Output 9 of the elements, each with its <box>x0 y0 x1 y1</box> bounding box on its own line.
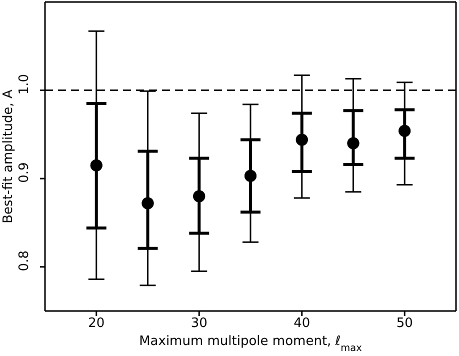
y-axis-title: Best-fit amplitude, A <box>1 90 16 224</box>
x-axis-title: Maximum multipole moment, ℓ$_{max}$ <box>139 334 362 354</box>
y-tick-label: 1.0 <box>17 74 32 95</box>
y-tick-label: 0.8 <box>17 250 32 272</box>
y-tick-label: 0.9 <box>17 162 32 183</box>
x-tick-label: 20 <box>88 316 105 332</box>
x-tick-label: 50 <box>396 316 413 332</box>
x-tick-label: 40 <box>294 316 310 332</box>
x-tick-label: 30 <box>190 316 208 332</box>
